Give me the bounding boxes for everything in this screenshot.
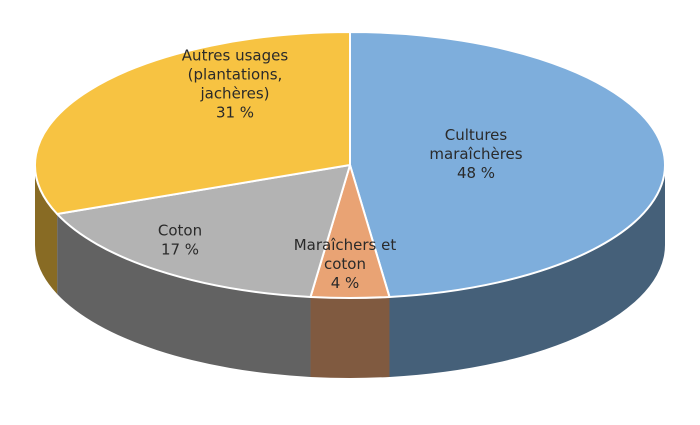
slice-cultures-maraicheres: [349, 31, 666, 298]
data-label-line: Coton: [158, 222, 202, 240]
data-label-line: 17 %: [161, 241, 199, 259]
slice-side-autres-usages-plantations-jacheres: [35, 165, 58, 294]
data-label-line: 4 %: [331, 274, 360, 292]
data-label-line: jachères): [199, 85, 269, 103]
slice-side-maraichers-et-coton: [310, 296, 390, 379]
data-label-line: Maraîchers et: [294, 236, 397, 254]
slice-side-cultures-maraicheres: [389, 165, 665, 377]
data-label-line: maraîchères: [429, 145, 522, 163]
data-label-autres-usages-plantations-jacheres: Autres usages (plantations, jachères) 31 %: [182, 47, 289, 122]
pie-labels: Cultures maraîchères 48 % Maraîchers et coto…: [158, 47, 523, 293]
data-label-line: Cultures: [445, 126, 508, 144]
data-label-maraichers-et-coton: Maraîchers et coton 4 %: [294, 236, 397, 292]
data-label-line: 31 %: [216, 104, 254, 122]
slice-autres-usages-plantations-jacheres: [34, 31, 351, 215]
slice-side-coton: [57, 213, 311, 377]
data-label-line: Autres usages: [182, 47, 289, 65]
data-label-coton: Coton 17 %: [158, 222, 202, 259]
pie-sides: [35, 165, 665, 379]
data-label-cultures-maraicheres: Cultures maraîchères 48 %: [429, 126, 522, 182]
pie-tops: [34, 31, 666, 299]
data-label-line: 48 %: [457, 164, 495, 182]
slice-coton: [56, 164, 351, 298]
data-label-line: coton: [324, 255, 366, 273]
data-label-line: (plantations,: [188, 66, 283, 84]
